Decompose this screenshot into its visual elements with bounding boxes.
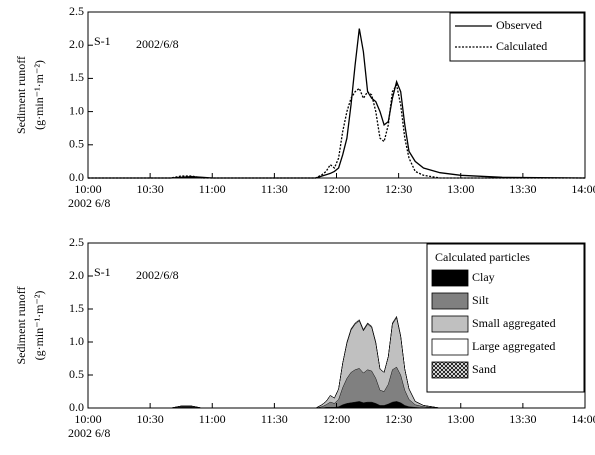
legend-label: Calculated [496,39,547,53]
y-tick-label: 0.5 [69,367,84,381]
legend-swatch [431,292,469,310]
station-label: S-1 [94,34,111,48]
x-axis-label: 2002 6/8 [68,426,110,440]
x-tick-label: 12:00 [323,182,350,196]
x-tick-label: 12:00 [323,412,350,426]
legend-swatch [431,315,469,333]
x-tick-label: 13:00 [447,182,474,196]
y-tick-label: 0.0 [69,170,84,184]
x-tick-label: 13:00 [447,412,474,426]
y-tick-label: 1.5 [69,70,84,84]
y-axis-unit: (g·min⁻¹·m⁻²) [32,291,46,361]
x-tick-label: 10:30 [136,412,163,426]
x-tick-label: 11:30 [261,412,288,426]
y-axis-label: Sediment runoff [14,56,28,134]
y-tick-label: 1.0 [69,103,84,117]
station-label: S-1 [94,265,111,279]
date-label: 2002/6/8 [136,37,179,51]
y-tick-label: 2.0 [69,268,84,282]
y-axis-unit: (g·min⁻¹·m⁻²) [32,60,46,130]
panel: 0.0 0.5 1.0 1.5 2.0 2.5 10:00 10:30 11:00 11:30 12… [14,235,595,440]
x-tick-label: 10:00 [74,182,101,196]
legend-swatch [431,338,469,356]
legend-swatch [431,361,469,379]
legend-label: Large aggregated [472,339,555,353]
x-tick-label: 14:00 [571,412,595,426]
legend-swatch [431,269,469,287]
x-tick-label: 10:00 [74,412,101,426]
panel: 0.0 0.5 1.0 1.5 2.0 2.5 10:00 10:30 11:00 11:30 12… [14,4,595,210]
y-tick-label: 2.5 [69,235,84,249]
x-axis-label: 2002 6/8 [68,196,110,210]
date-label: 2002/6/8 [136,268,179,282]
y-tick-label: 0.0 [69,400,84,414]
y-tick-label: 2.5 [69,4,84,18]
legend-label: Silt [472,293,489,307]
series-line [88,83,585,179]
x-tick-label: 11:00 [199,412,226,426]
legend-label: Small aggregated [472,316,556,330]
legend-box [449,12,585,62]
legend-label: Sand [472,362,496,376]
x-tick-label: 10:30 [136,182,163,196]
x-tick-label: 11:00 [199,182,226,196]
legend-label: Observed [496,18,542,32]
x-tick-label: 14:00 [571,182,595,196]
y-tick-label: 1.0 [69,334,84,348]
x-tick-label: 12:30 [385,182,412,196]
y-tick-label: 2.0 [69,37,84,51]
x-tick-label: 11:30 [261,182,288,196]
y-axis-label: Sediment runoff [14,286,28,364]
x-tick-label: 12:30 [385,412,412,426]
area [88,315,585,409]
legend-label: Clay [472,270,495,284]
y-tick-label: 1.5 [69,301,84,315]
y-tick-label: 0.5 [69,137,84,151]
legend-title: Calculated particles [435,250,530,264]
x-tick-label: 13:30 [509,182,536,196]
x-tick-label: 13:30 [509,412,536,426]
